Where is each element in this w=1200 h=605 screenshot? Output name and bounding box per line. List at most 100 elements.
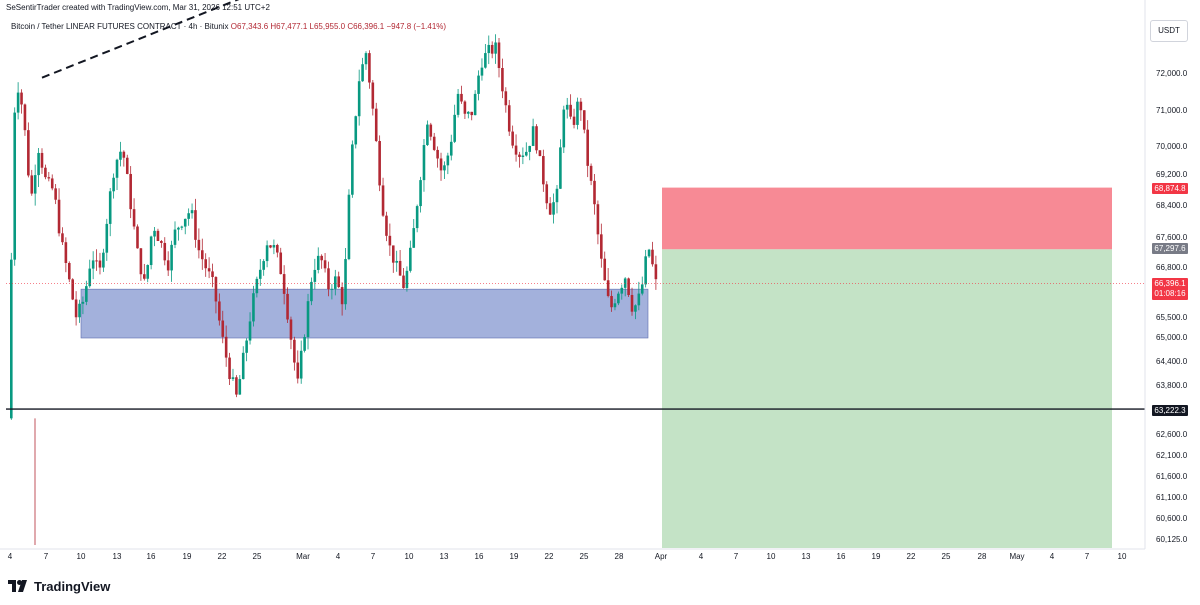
candle [637,281,641,311]
candle [531,118,535,147]
time-tick-label: 7 [43,552,49,561]
candle [620,284,624,300]
symbol-legend[interactable]: Bitcoin / Tether LINEAR FUTURES CONTRACT… [11,22,446,31]
candle [381,177,385,217]
tradingview-logo[interactable]: TradingView [8,578,110,594]
candle [204,253,207,277]
candle-body [310,281,313,302]
candle [245,338,248,362]
candle [221,310,225,344]
candle-body [565,104,569,110]
candle-body [129,173,132,210]
candle-body [50,178,54,189]
candle-body [334,276,337,289]
candle-body [10,259,13,419]
candle [473,90,477,116]
candle [422,138,426,192]
candle [337,271,341,289]
time-tick-label: 10 [1117,552,1127,561]
candle-body [40,152,44,168]
candle-body [627,278,630,295]
candle-body [57,199,61,234]
candle [112,173,115,199]
candle [74,291,78,326]
time-tick-label: 25 [941,552,951,561]
candle-body [569,104,572,117]
candle [102,248,105,272]
candle-body [637,293,641,306]
price-tick-label: 71,000.0 [1156,106,1188,115]
candle-body [44,167,47,178]
candle [320,254,323,269]
candle [91,251,95,280]
candle [415,204,419,233]
candle [610,290,613,312]
candle-body [108,191,112,224]
price-tick-label: 66,800.0 [1156,263,1188,272]
candle [419,176,422,213]
candle-body [351,144,354,195]
candle-body [146,265,150,279]
time-tick-label: 25 [252,552,262,561]
candle [364,51,368,70]
candle [565,97,569,119]
candle-body [651,249,654,265]
candle-body [156,230,160,242]
candle-body [88,268,92,287]
candle [388,223,392,256]
candle [344,247,347,310]
candle [371,79,375,116]
candle-body [218,301,221,321]
candle-body [514,145,518,155]
time-tick-label: Apr [654,552,668,561]
candle [255,276,259,298]
candle-body [252,293,255,322]
candle-body [596,204,600,235]
candle-body [153,230,156,237]
time-tick-label: 10 [404,552,414,561]
candle [405,266,409,292]
candle-body [258,269,262,279]
candle [61,227,64,246]
candle-body [511,131,514,146]
candle [538,150,542,157]
candle [361,57,364,82]
candle-body [64,242,68,263]
candle-body [576,101,579,125]
candle-body [132,209,136,227]
candle [149,235,153,270]
candle-body [467,111,470,114]
candle-body [524,151,528,156]
candle-body [279,252,283,275]
candle [634,304,637,320]
candle [640,276,644,296]
candle-body [617,293,620,304]
candle [613,298,617,311]
candle-body [105,223,109,253]
candle-body [422,145,426,181]
candle-body [463,101,467,114]
candle [187,208,190,226]
candle-body [180,226,184,228]
candle-body [241,352,245,380]
currency-button[interactable]: USDT [1150,20,1188,42]
candle [426,120,429,146]
tradingview-logo-text: TradingView [34,578,111,594]
candle-body [589,165,593,181]
candle-body [385,215,388,236]
candle-body [470,111,474,116]
candle [272,239,276,255]
last-price: 66,396.1 [1154,279,1186,288]
time-tick-label: 19 [871,552,881,561]
candle-body [248,321,252,341]
candles-layer [10,34,658,545]
candle-body [579,101,583,111]
candle [197,228,201,259]
candle-body [115,159,119,178]
candle-body [405,270,409,288]
symbol-title[interactable]: Bitcoin / Tether LINEAR FUTURES CONTRACT… [11,22,229,31]
candle [579,97,583,121]
candle [507,99,511,136]
